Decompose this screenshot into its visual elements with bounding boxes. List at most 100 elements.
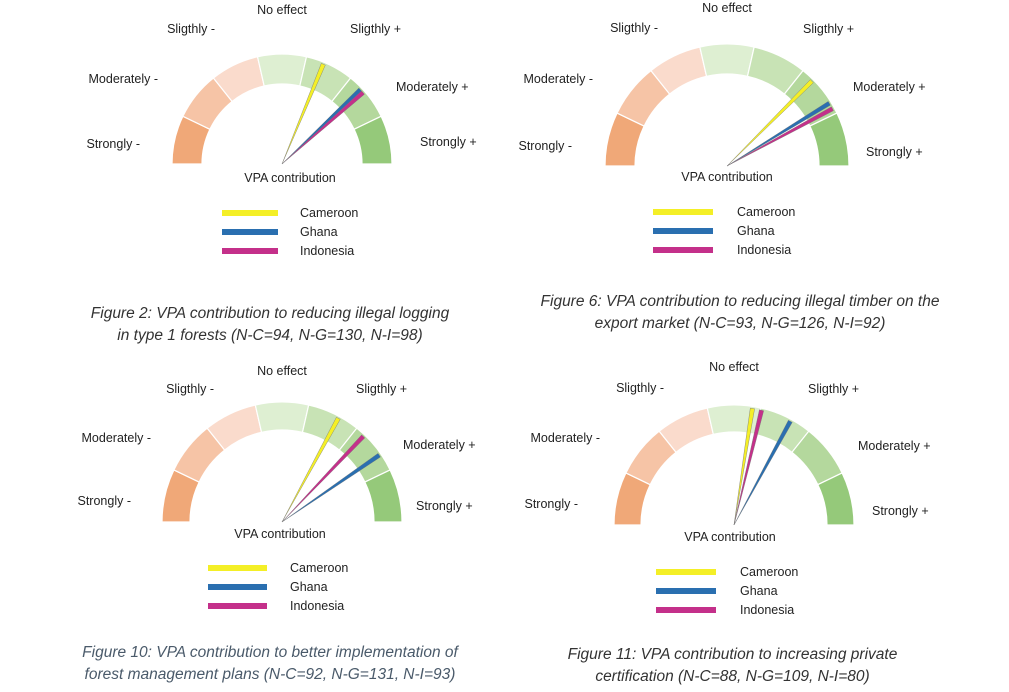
legend-swatch-ghana — [653, 227, 713, 234]
needle-cameroon — [281, 416, 341, 523]
legend-label: Ghana — [300, 224, 338, 239]
scale-label: Strongly - — [78, 494, 132, 508]
scale-label: Sligthly - — [616, 381, 664, 395]
center-label: VPA contribution — [684, 530, 776, 544]
gauge-panel-2: Strongly - Moderately - Sligthly - No effec… — [490, 1, 990, 335]
caption-line: certification (N-C=88, N-G=109, N-I=80) — [595, 668, 870, 685]
legend-label: Indonesia — [300, 243, 355, 258]
caption-line: forest management plans (N-C=92, N-G=131… — [84, 666, 456, 683]
scale-label: Moderately + — [858, 439, 931, 453]
scale-label: No effect — [257, 364, 307, 378]
scale-label: Moderately + — [853, 80, 926, 94]
caption-line: Figure 2: VPA contribution to reducing i… — [90, 305, 450, 322]
center-label: VPA contribution — [234, 527, 326, 541]
legend-swatch-ghana — [208, 583, 267, 590]
scale-label: Moderately + — [396, 80, 469, 94]
figure-caption-2: Figure 6: VPA contribution to reducing i… — [490, 291, 990, 335]
legend-4: Cameroon Ghana Indonesia — [656, 562, 798, 619]
needle-ghana — [281, 453, 381, 523]
needle-cameroon — [726, 79, 814, 167]
legend-label: Indonesia — [737, 242, 792, 257]
figure-caption-4: Figure 11: VPA contribution to increasin… — [490, 644, 975, 688]
gauge-panel-3: Strongly - Moderately - Sligthly - No effec… — [78, 364, 476, 683]
legend-1: Cameroon Ghana Indonesia — [222, 203, 358, 260]
legend-label: Ghana — [290, 579, 328, 594]
legend-swatch-cameroon — [653, 208, 713, 215]
scale-label: Strongly - — [519, 139, 573, 153]
center-label: VPA contribution — [244, 171, 336, 185]
legend-item-indonesia: Indonesia — [653, 240, 795, 259]
scale-label: Moderately - — [82, 431, 151, 445]
legend-label: Cameroon — [737, 204, 796, 219]
legend-item-indonesia: Indonesia — [208, 596, 348, 615]
needle-indonesia — [733, 409, 764, 526]
needle-indonesia — [281, 90, 365, 165]
scale-label: Sligthly + — [808, 382, 859, 396]
legend-swatch-cameroon — [208, 564, 267, 571]
scale-label: Sligthly + — [803, 22, 854, 36]
legend-swatch-indonesia — [653, 246, 713, 253]
legend-label: Indonesia — [740, 602, 795, 617]
needle-ghana — [733, 419, 793, 526]
gauge-segment-7 — [364, 469, 403, 523]
legend-label: Ghana — [737, 223, 775, 238]
caption-line: Figure 6: VPA contribution to reducing i… — [540, 293, 940, 310]
legend-label: Cameroon — [300, 205, 359, 220]
needle-cameroon — [733, 407, 755, 526]
scale-label: Sligthly - — [166, 382, 214, 396]
gauge-chart-3: Strongly - Moderately - Sligthly - No effec… — [78, 364, 476, 541]
scale-label: Sligthly - — [610, 21, 658, 35]
legend-item-cameroon: Cameroon — [222, 203, 358, 222]
gauge-panel-1: Strongly - Moderately - Sligthly - No effec… — [0, 0, 505, 350]
caption-line: in type 1 forests (N-C=94, N-G=130, N-I=… — [117, 327, 423, 344]
legend-item-ghana: Ghana — [653, 221, 795, 240]
scale-label: Sligthly + — [350, 22, 401, 36]
gauge-segment-7 — [816, 472, 855, 526]
legend-swatch-indonesia — [208, 602, 267, 609]
legend-item-ghana: Ghana — [208, 577, 348, 596]
needle-indonesia — [281, 434, 366, 523]
legend-swatch-cameroon — [656, 568, 716, 575]
scale-label: Strongly + — [872, 504, 929, 518]
scale-label: Strongly - — [525, 497, 579, 511]
scale-label: Sligthly - — [167, 22, 215, 36]
scale-label: Strongly - — [87, 137, 141, 151]
gauge-chart-2: Strongly - Moderately - Sligthly - No effec… — [519, 1, 926, 184]
legend-label: Ghana — [740, 583, 778, 598]
legend-item-ghana: Ghana — [222, 222, 358, 241]
legend-item-cameroon: Cameroon — [653, 202, 795, 221]
figure-caption-3: Figure 10: VPA contribution to better im… — [30, 642, 510, 686]
scale-label: Moderately - — [89, 72, 158, 86]
caption-line: Figure 11: VPA contribution to increasin… — [567, 646, 898, 663]
legend-swatch-ghana — [222, 228, 278, 235]
legend-item-cameroon: Cameroon — [208, 558, 348, 577]
scale-label: Moderately - — [531, 431, 600, 445]
legend-2: Cameroon Ghana Indonesia — [653, 202, 795, 259]
caption-line: Figure 10: VPA contribution to better im… — [82, 644, 458, 661]
legend-swatch-indonesia — [222, 247, 278, 254]
legend-label: Cameroon — [740, 564, 799, 579]
needle-ghana — [726, 101, 831, 167]
figure-caption-1: Figure 2: VPA contribution to reducing i… — [30, 303, 510, 347]
needle-cameroon — [281, 63, 326, 165]
scale-label: Strongly + — [416, 499, 473, 513]
legend-swatch-cameroon — [222, 209, 278, 216]
scale-label: Moderately + — [403, 438, 476, 452]
legend-item-cameroon: Cameroon — [656, 562, 798, 581]
legend-swatch-indonesia — [656, 606, 716, 613]
scale-label: No effect — [709, 360, 759, 374]
scale-label: No effect — [702, 1, 752, 15]
scale-label: Moderately - — [524, 72, 593, 86]
scale-label: Sligthly + — [356, 382, 407, 396]
legend-3: Cameroon Ghana Indonesia — [208, 558, 348, 615]
scale-label: Strongly + — [420, 135, 477, 149]
scale-label: Strongly + — [866, 145, 923, 159]
legend-item-indonesia: Indonesia — [656, 600, 798, 619]
legend-item-indonesia: Indonesia — [222, 241, 358, 260]
center-label: VPA contribution — [681, 170, 773, 184]
gauge-segment-7 — [809, 112, 850, 167]
caption-line: export market (N-C=93, N-G=126, N-I=92) — [594, 315, 886, 332]
legend-label: Indonesia — [290, 598, 345, 613]
